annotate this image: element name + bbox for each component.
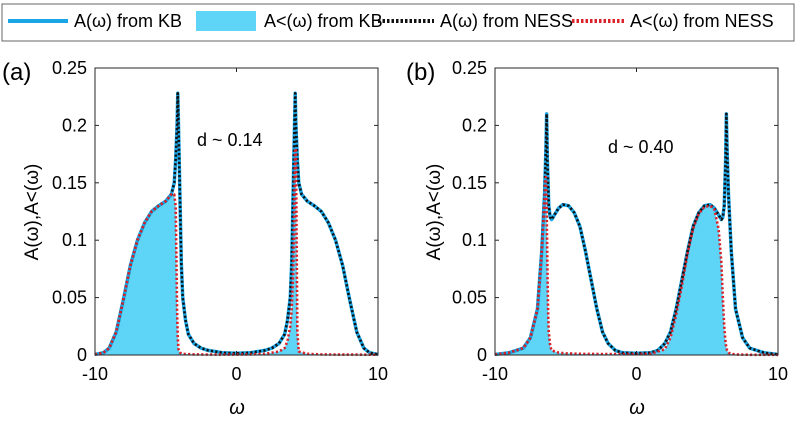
panel-b-xtick-label: 10 bbox=[768, 364, 788, 384]
panel-a-ytick-label: 0 bbox=[77, 345, 87, 365]
panel-b-ytick-label: 0.1 bbox=[462, 230, 487, 250]
panel-a-xtick-label: -10 bbox=[82, 364, 108, 384]
panel-a-xtick-label: 10 bbox=[368, 364, 388, 384]
legend-item-a-ness: A(ω) from NESS bbox=[378, 11, 573, 31]
panel-a-xtick-label: 0 bbox=[231, 364, 241, 384]
panel-a-plot-area bbox=[94, 68, 379, 357]
panel-b-ytick-label: 0.15 bbox=[452, 173, 487, 193]
panel-b-xtick-label: 0 bbox=[631, 364, 641, 384]
legend-label-a-kb: A(ω) from KB bbox=[74, 11, 182, 31]
panel-a-ytick-label: 0.15 bbox=[52, 173, 87, 193]
panel-a: (a) A(ω),A<(ω) ω d ~ 0.14 0 0.05 0.1 0.15 0.… bbox=[2, 58, 388, 419]
legend-item-a-kb: A(ω) from KB bbox=[8, 11, 182, 31]
panel-b-ytick-label: 0.2 bbox=[462, 115, 487, 135]
legend-item-aless-kb: A<(ω) from KB bbox=[196, 11, 383, 31]
panel-a-series-aless-ness-line bbox=[94, 147, 379, 357]
panel-b-plot-area bbox=[494, 68, 779, 357]
legend-swatch-aless-kb bbox=[196, 11, 256, 31]
panel-b-label: (b) bbox=[406, 59, 435, 86]
legend-item-aless-ness: A<(ω) from NESS bbox=[572, 11, 774, 31]
legend-label-a-ness: A(ω) from NESS bbox=[440, 11, 573, 31]
panel-b-ytick-label: 0.25 bbox=[452, 58, 487, 78]
panel-a-ytick-label: 0.25 bbox=[52, 58, 87, 78]
panel-a-ytick-label: 0.2 bbox=[62, 115, 87, 135]
panel-a-ylabel: A(ω),A<(ω) bbox=[22, 164, 43, 261]
panel-b-xlabel: ω bbox=[629, 397, 645, 419]
legend-label-aless-kb: A<(ω) from KB bbox=[264, 11, 383, 31]
panel-b-series-aless-kb-area bbox=[495, 177, 778, 355]
panel-b-annotation: d ~ 0.40 bbox=[608, 137, 674, 157]
panel-a-series-aless-kb-area bbox=[95, 148, 378, 355]
panel-b-ytick-label: 0.05 bbox=[452, 288, 487, 308]
panel-b-xtick-label: -10 bbox=[482, 364, 508, 384]
panel-a-ytick-label: 0.1 bbox=[62, 230, 87, 250]
panel-b-ytick-label: 0 bbox=[477, 345, 487, 365]
panel-b-series-aless-ness-line bbox=[494, 175, 779, 357]
panel-a-ytick-label: 0.05 bbox=[52, 288, 87, 308]
panel-a-label: (a) bbox=[2, 59, 31, 86]
panel-a-annotation: d ~ 0.14 bbox=[197, 130, 263, 150]
panel-b-ylabel: A(ω),A<(ω) bbox=[424, 164, 445, 261]
panel-a-xlabel: ω bbox=[229, 397, 245, 419]
legend-label-aless-ness: A<(ω) from NESS bbox=[630, 11, 774, 31]
panel-b: (b) A(ω),A<(ω) ω d ~ 0.40 0 0.05 0.1 0.15 0.… bbox=[406, 58, 788, 419]
